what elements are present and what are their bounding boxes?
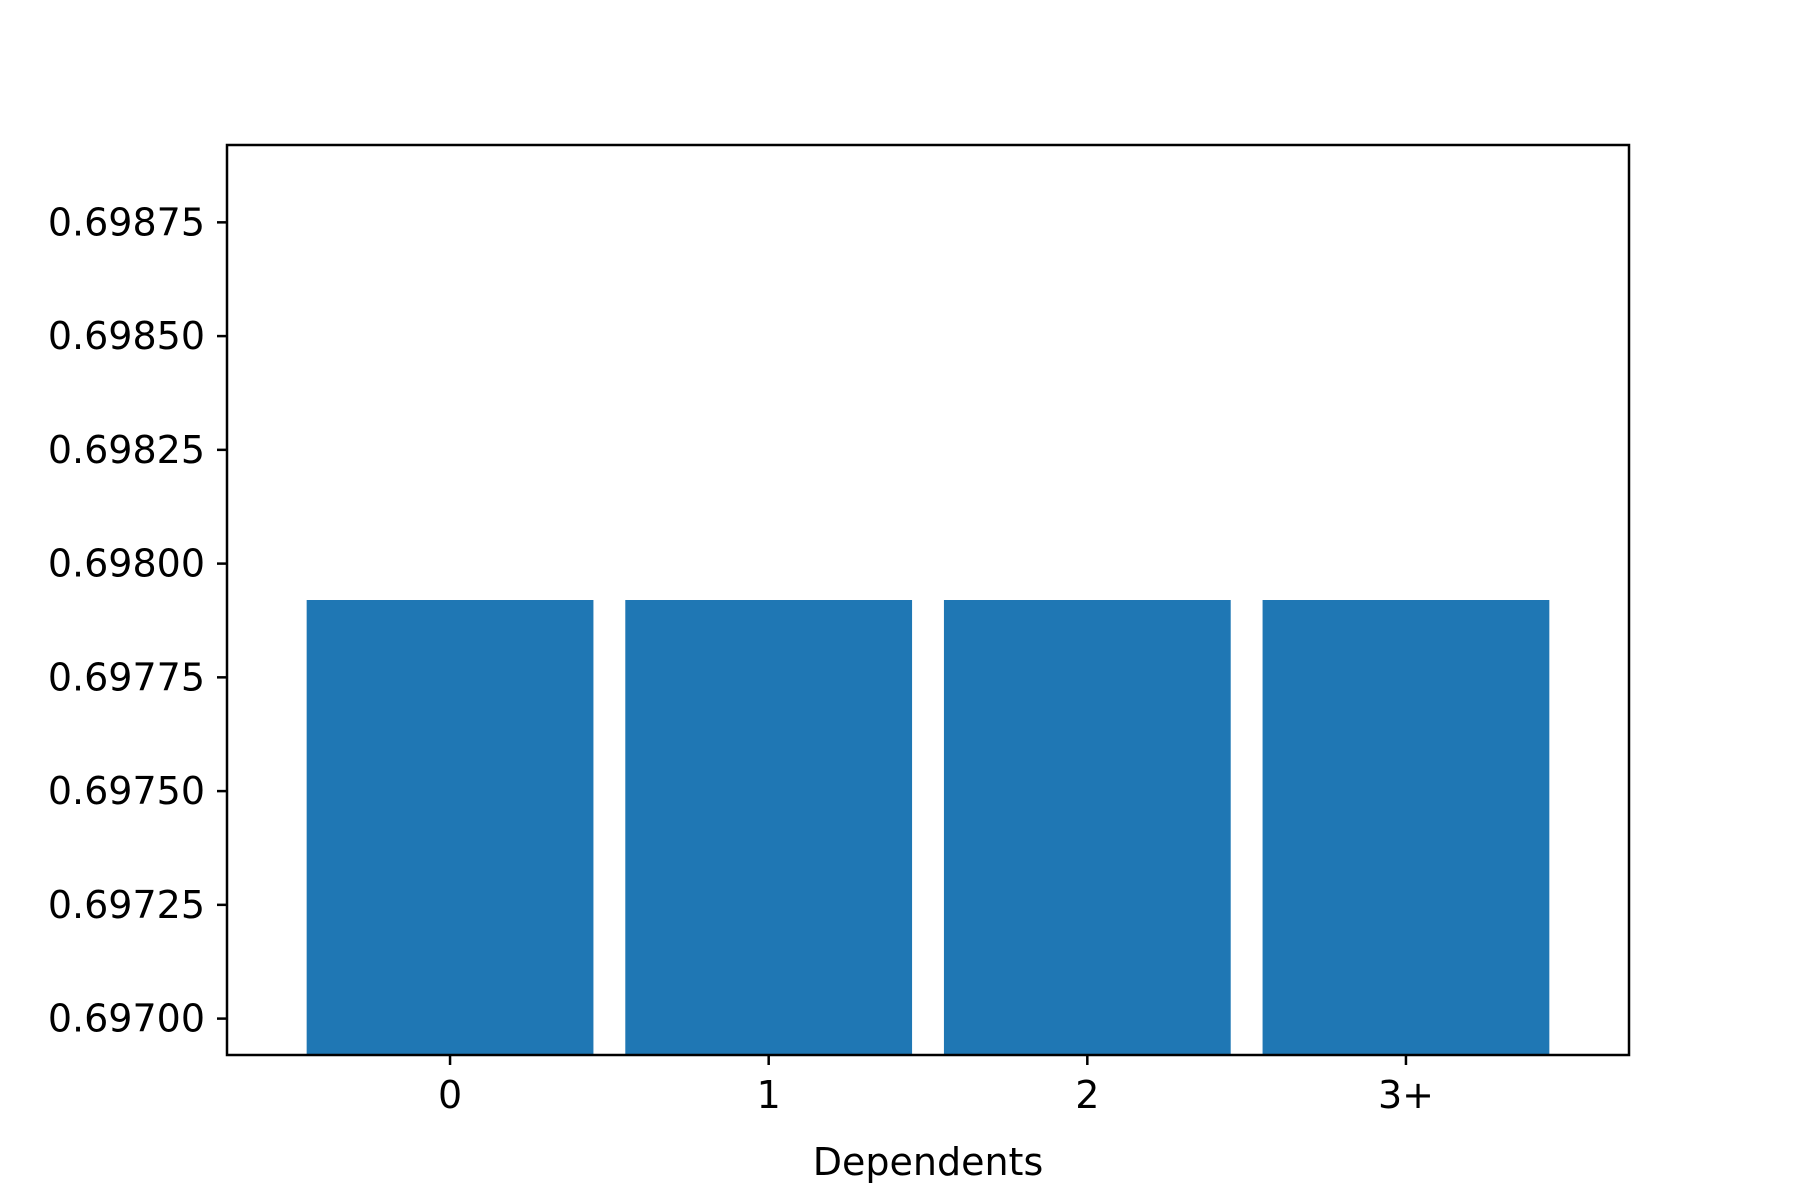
y-tick-label: 0.69800 [48,542,205,586]
plot-frame [225,143,1631,1057]
y-axis: 0.69700 0.69725 0.69750 0.69775 0.69800 0.698… [48,200,227,1041]
x-axis-label: Dependents [813,1140,1044,1184]
y-tick-label: 0.69750 [48,769,205,813]
bar-1 [625,600,913,1055]
y-tick-label: 0.69875 [48,200,205,244]
bar-3+ [1262,600,1550,1055]
y-tick-label: 0.69775 [48,655,205,699]
y-tick-label: 0.69700 [48,997,205,1041]
bar-2 [943,600,1231,1055]
y-tick-label: 0.69725 [48,883,205,927]
x-tick-label: 0 [438,1073,462,1117]
y-tick-label: 0.69850 [48,314,205,358]
bar-0 [306,600,594,1055]
x-tick-label: 2 [1075,1073,1099,1117]
x-tick-label: 1 [757,1073,781,1117]
x-axis: 0 1 2 3+ [438,1055,1434,1117]
x-tick-label: 3+ [1378,1073,1434,1117]
bars-group [306,600,1550,1055]
y-tick-label: 0.69825 [48,428,205,472]
